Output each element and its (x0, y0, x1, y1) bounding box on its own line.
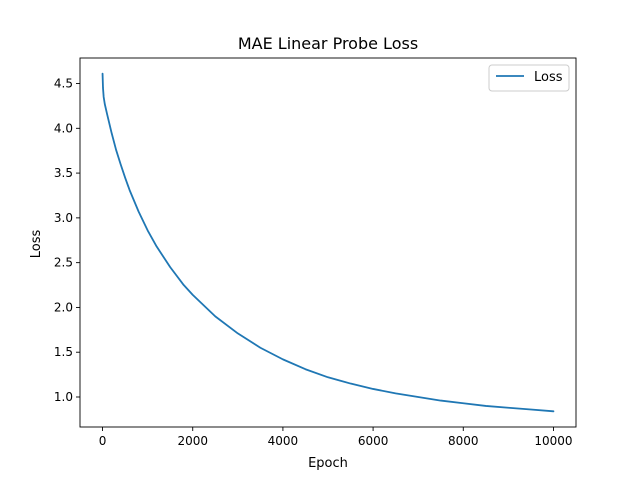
y-tick-label: 1.5 (54, 345, 73, 359)
x-axis-ticks: 0 2000 4000 6000 8000 10000 (99, 427, 573, 448)
y-tick-label: 2.0 (54, 300, 73, 314)
x-tick-label: 4000 (268, 434, 299, 448)
y-axis-label: Loss (29, 230, 44, 259)
y-tick-label: 4.5 (54, 77, 73, 91)
y-tick-label: 3.0 (54, 211, 73, 225)
y-tick-label: 4.0 (54, 121, 73, 135)
y-tick-label: 2.5 (54, 256, 73, 270)
plot-frame (79, 57, 577, 428)
chart-title: MAE Linear Probe Loss (238, 34, 418, 53)
y-tick-label: 3.5 (54, 166, 73, 180)
x-axis-label: Epoch (308, 456, 348, 471)
legend-box (488, 64, 570, 92)
x-tick-label: 10000 (534, 434, 572, 448)
series-layer (101, 72, 555, 413)
y-tick-label: 1.0 (54, 390, 73, 404)
plot-area (80, 58, 576, 427)
y-axis-ticks: 1.0 1.5 2.0 2.5 3.0 3.5 4.0 4.5 (54, 77, 80, 404)
legend-label-loss: Loss (534, 70, 563, 85)
legend: Loss (488, 64, 570, 92)
x-tick-label: 2000 (177, 434, 208, 448)
x-tick-label: 6000 (358, 434, 389, 448)
x-tick-label: 0 (99, 434, 107, 448)
x-tick-label: 8000 (448, 434, 479, 448)
series-line-loss (101, 72, 555, 413)
